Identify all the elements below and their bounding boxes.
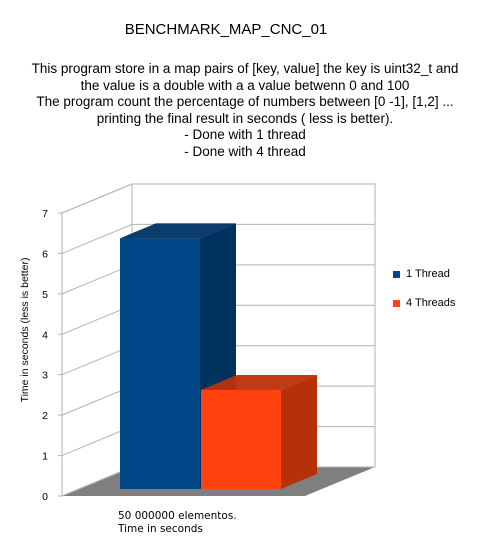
y-tick-label-0: 0 [42, 491, 48, 503]
y-tick-label-3: 3 [42, 370, 48, 382]
y-tick-label-4: 4 [42, 329, 48, 341]
legend-label-4-threads: 4 Threads [406, 297, 456, 309]
bar-top-shade-4-threads [201, 374, 317, 390]
subtitle-line-1: This program store in a map pairs of [ke… [31, 61, 459, 76]
legend-item-1-thread: 1 Thread [393, 268, 450, 280]
subtitle-line-5: - Done with 1 thread [184, 127, 306, 142]
bar-front-1-thread [120, 238, 200, 489]
subtitle-line-6: - Done with 4 thread [184, 143, 306, 159]
y-tick-label-6: 6 [42, 248, 48, 260]
legend-label-1-thread: 1 Thread [406, 268, 450, 280]
subtitle-line-3: The program count the percentage of numb… [36, 94, 454, 109]
y-tick-label-2: 2 [42, 410, 48, 422]
y-tick-label-7: 7 [42, 208, 48, 220]
chart-title: BENCHMARK_MAP_CNC_01 [124, 21, 328, 38]
legend-swatch-4-threads [393, 299, 400, 307]
subtitle-line-4: printing the final result in seconds ( l… [96, 110, 394, 126]
bar-side-4-threads [281, 374, 317, 489]
subtitle-line-2: the value is a double with a a value bet… [80, 77, 410, 93]
gridline-7 [61, 183, 375, 214]
chart-subtitle: This program store in a map pairs of [ke… [0, 61, 490, 160]
gridline-6 [61, 223, 375, 254]
legend-item-4-threads: 4 Threads [393, 297, 455, 309]
bar-top-shade-1-thread [120, 223, 236, 239]
legend-swatch-1-thread [393, 270, 400, 278]
y-tick-label-1: 1 [42, 451, 48, 463]
x-category-label: 50 000000 elementos. Time in seconds [118, 510, 237, 535]
bar-front-4-threads [201, 389, 281, 489]
y-axis-label: Time in seconds (less is better) [19, 257, 31, 403]
y-tick-label-5: 5 [42, 289, 48, 301]
